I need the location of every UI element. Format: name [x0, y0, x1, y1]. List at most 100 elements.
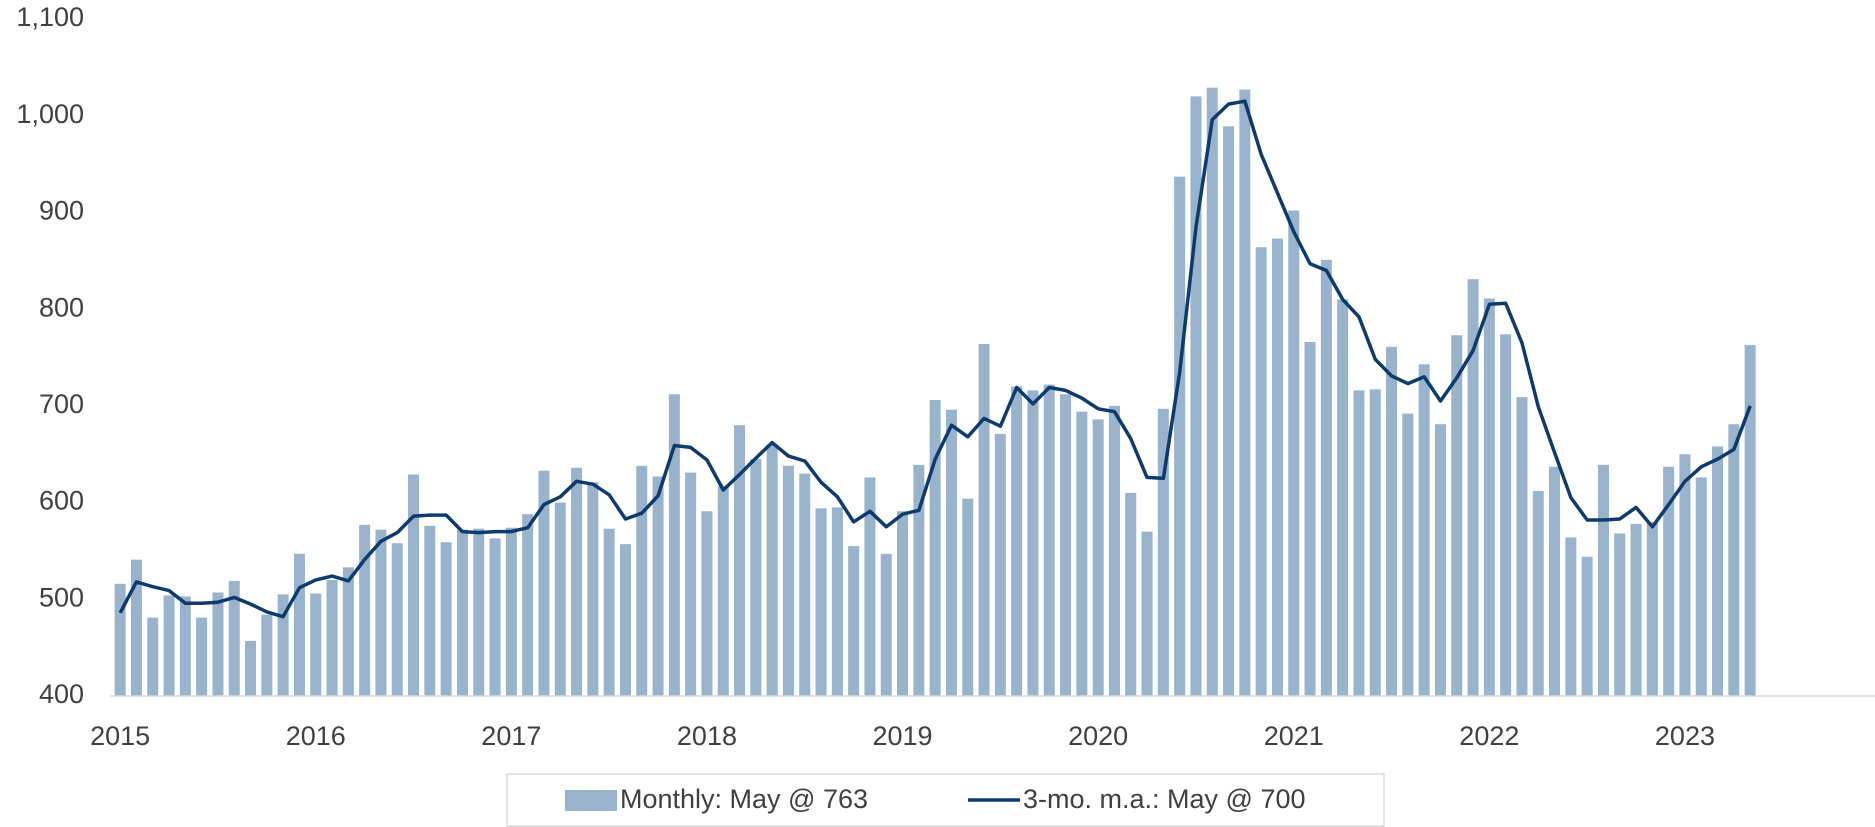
bar: [505, 527, 517, 696]
bar: [1092, 419, 1104, 696]
bar: [1108, 405, 1120, 696]
x-tick-label: 2020: [1068, 721, 1128, 751]
bar: [489, 538, 501, 696]
bar: [1728, 424, 1740, 696]
x-tick-label: 2015: [90, 721, 150, 751]
bar: [619, 544, 631, 696]
bar: [261, 614, 273, 696]
bar: [1451, 335, 1463, 696]
bar: [408, 474, 420, 696]
bar: [1581, 556, 1593, 696]
bar: [1630, 523, 1642, 696]
bar: [864, 477, 876, 696]
bar: [717, 486, 729, 696]
bar: [734, 425, 746, 696]
bar: [196, 617, 208, 696]
bar: [1337, 299, 1349, 696]
bar: [1549, 466, 1561, 696]
bar: [1500, 334, 1512, 696]
bar: [766, 444, 778, 696]
bar: [114, 583, 126, 696]
x-tick-label: 2017: [481, 721, 541, 751]
bar: [994, 433, 1006, 696]
bar: [897, 511, 909, 696]
y-tick-label: 900: [39, 196, 84, 226]
bar: [1320, 259, 1332, 696]
line: [118, 99, 1752, 619]
y-tick-label: 1,100: [16, 2, 84, 32]
bar: [831, 507, 843, 696]
bar: [1532, 490, 1544, 696]
bar: [880, 553, 892, 696]
bar: [913, 464, 925, 696]
bar: [668, 394, 680, 696]
bar: [212, 592, 224, 696]
bar: [945, 409, 957, 696]
bar: [277, 594, 289, 696]
bar: [1011, 386, 1023, 696]
bar: [636, 465, 648, 696]
bar: [342, 567, 354, 696]
bar: [522, 514, 534, 696]
bar: [799, 473, 811, 696]
bar: [245, 640, 257, 696]
y-tick-label: 700: [39, 389, 84, 419]
bar: [1434, 424, 1446, 696]
x-tick-label: 2023: [1655, 721, 1715, 751]
bar: [1712, 446, 1724, 696]
bar: [326, 579, 338, 696]
x-tick-label: 2018: [677, 721, 737, 751]
bar: [147, 617, 159, 696]
bar: [1597, 464, 1609, 696]
bar: [1516, 397, 1528, 696]
bar: [1043, 384, 1055, 696]
bar: [685, 472, 697, 696]
y-tick-label: 400: [39, 679, 84, 709]
bar: [652, 476, 664, 696]
bar: [1679, 454, 1691, 696]
bar: [750, 459, 762, 696]
bar: [130, 559, 142, 696]
legend-box: [506, 773, 1385, 827]
bar: [1646, 521, 1658, 696]
bar: [1483, 298, 1495, 696]
bar: [1060, 394, 1072, 696]
bar: [1239, 89, 1251, 696]
bar: [1027, 390, 1039, 696]
x-tick-label: 2019: [873, 721, 933, 751]
bar: [1157, 408, 1169, 696]
bar: [1141, 531, 1153, 696]
bar: [424, 525, 436, 696]
bar: [782, 465, 794, 696]
bar: [1288, 210, 1300, 696]
bar: [456, 529, 468, 696]
bar: [1125, 492, 1137, 696]
bar: [293, 553, 305, 696]
x-tick-label: 2022: [1459, 721, 1519, 751]
bar: [1304, 342, 1316, 696]
bar: [538, 470, 550, 696]
bar: [1663, 466, 1675, 696]
bar: [701, 511, 713, 696]
bar: [1271, 238, 1283, 696]
legend-label: 3-mo. m.a.: May @ 700: [1023, 784, 1306, 814]
x-tick-label: 2021: [1264, 721, 1324, 751]
bar: [1467, 279, 1479, 696]
bar: [228, 580, 240, 696]
bar: [1695, 477, 1707, 696]
bar: [929, 400, 941, 696]
bar: [179, 596, 191, 696]
bar: [1223, 126, 1235, 697]
bar: [1255, 247, 1267, 696]
bar: [359, 524, 371, 696]
bar: [571, 467, 583, 696]
bar: [440, 542, 452, 696]
bar: [375, 529, 387, 696]
bar: [163, 595, 175, 696]
bar: [554, 502, 566, 696]
bar: [1386, 346, 1398, 696]
bar: [1206, 87, 1218, 697]
bar: [473, 528, 485, 696]
bar: [962, 498, 974, 696]
